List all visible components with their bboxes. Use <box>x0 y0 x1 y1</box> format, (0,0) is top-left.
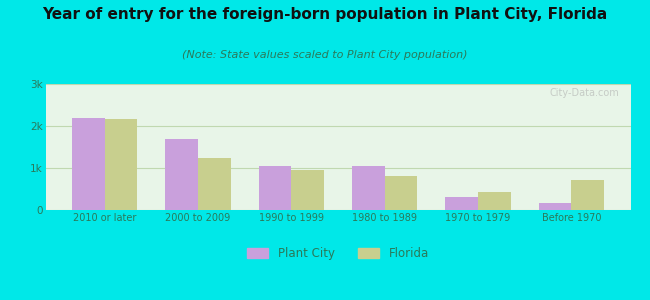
Bar <box>385 176 417 210</box>
Bar <box>571 180 604 210</box>
Bar <box>478 191 511 210</box>
Bar <box>105 119 137 210</box>
Bar <box>352 166 385 210</box>
Bar <box>198 158 231 210</box>
Bar <box>259 166 291 210</box>
Bar <box>291 170 324 210</box>
Bar <box>539 203 571 210</box>
Text: City-Data.com: City-Data.com <box>549 88 619 98</box>
Legend: Plant City, Florida: Plant City, Florida <box>242 242 434 265</box>
Text: (Note: State values scaled to Plant City population): (Note: State values scaled to Plant City… <box>182 50 468 59</box>
Bar <box>445 197 478 210</box>
Bar <box>165 139 198 210</box>
Text: Year of entry for the foreign-born population in Plant City, Florida: Year of entry for the foreign-born popul… <box>42 8 608 22</box>
Bar <box>72 118 105 210</box>
